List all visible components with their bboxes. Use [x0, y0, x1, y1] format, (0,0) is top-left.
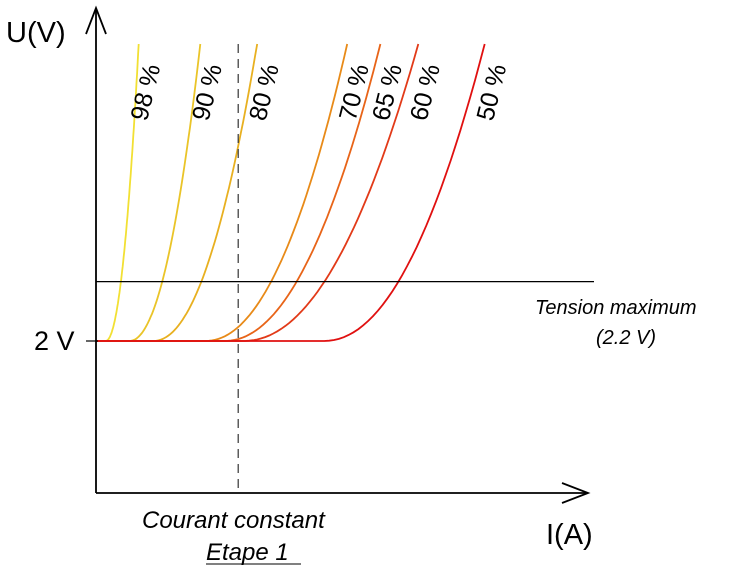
- y-tick-label: 2 V: [34, 326, 75, 356]
- series-labels-group: 98 % 90 % 80 % 70 %65 %60 % 50 %: [125, 61, 512, 123]
- max-line-value: (2.2 V): [596, 327, 656, 349]
- series-label-80: 80 %: [244, 61, 285, 123]
- series-label-98: 98 %: [125, 61, 166, 123]
- series-label-90: 90 %: [187, 61, 228, 123]
- x-axis-title: I(A): [546, 519, 593, 551]
- y-axis-title: U(V): [6, 17, 66, 49]
- x-axis-arrow: [561, 482, 591, 504]
- stage-label: Etape 1: [206, 539, 289, 566]
- constant-current-label: Courant constant: [142, 507, 326, 534]
- curves-group: [96, 43, 486, 342]
- curve-50-pct: [96, 43, 486, 342]
- curve-80-pct: [96, 43, 259, 342]
- y-axis-arrow: [85, 5, 107, 35]
- max-line-label: Tension maximum: [535, 297, 697, 319]
